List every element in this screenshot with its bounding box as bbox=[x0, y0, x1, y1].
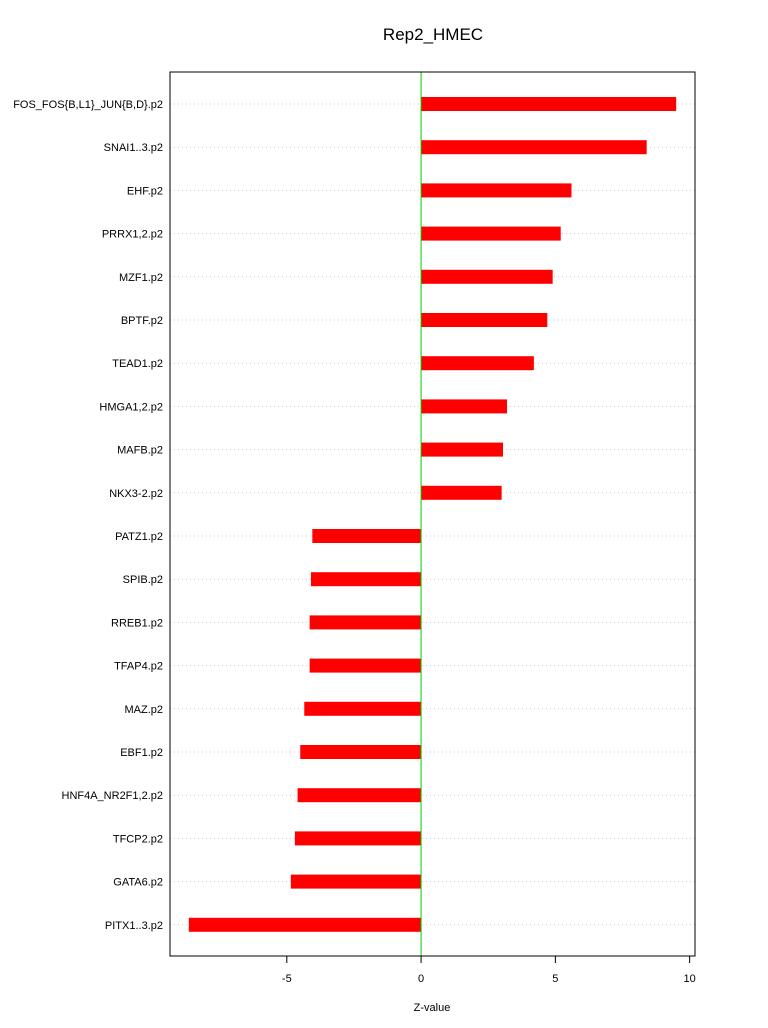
category-label: SPIB.p2 bbox=[123, 574, 163, 586]
bar bbox=[188, 917, 422, 932]
category-label: TFAP4.p2 bbox=[114, 661, 163, 673]
plot-frame bbox=[169, 71, 696, 957]
category-label: SNAI1..3.p2 bbox=[104, 142, 163, 154]
x-tick-label: -5 bbox=[282, 973, 292, 985]
category-label: PATZ1.p2 bbox=[115, 531, 163, 543]
category-label: MZF1.p2 bbox=[119, 272, 163, 284]
category-label: MAFB.p2 bbox=[117, 445, 163, 457]
bar bbox=[421, 313, 548, 327]
bar bbox=[297, 788, 422, 803]
x-axis-label: Z-value bbox=[414, 1002, 451, 1014]
x-tick-label: 5 bbox=[552, 973, 558, 985]
bars bbox=[188, 97, 677, 932]
bar bbox=[300, 745, 422, 759]
bar bbox=[421, 485, 502, 500]
category-label: TEAD1.p2 bbox=[112, 358, 163, 370]
category-label: EHF.p2 bbox=[127, 185, 163, 197]
category-label: TFCP2.p2 bbox=[113, 833, 163, 845]
bar bbox=[312, 529, 422, 543]
category-label: GATA6.p2 bbox=[113, 877, 163, 889]
category-label: PITX1..3.p2 bbox=[105, 920, 163, 932]
category-label: HNF4A_NR2F1,2.p2 bbox=[62, 790, 164, 802]
category-label: NKX3-2.p2 bbox=[109, 488, 163, 500]
bar bbox=[421, 140, 647, 155]
bar bbox=[421, 183, 572, 198]
bar bbox=[421, 442, 503, 457]
bar bbox=[421, 356, 534, 371]
category-label: BPTF.p2 bbox=[121, 315, 163, 327]
bar bbox=[294, 831, 422, 846]
bar bbox=[421, 226, 561, 241]
category-label: FOS_FOS{B,L1}_JUN{B,D}.p2 bbox=[13, 99, 163, 111]
bar bbox=[421, 399, 508, 414]
bar bbox=[309, 615, 422, 630]
bar bbox=[310, 572, 422, 587]
chart-title: Rep2_HMEC bbox=[383, 25, 483, 44]
x-tick-label: 10 bbox=[684, 973, 696, 985]
category-label: EBF1.p2 bbox=[120, 747, 163, 759]
category-label: PRRX1,2.p2 bbox=[102, 229, 163, 241]
bar bbox=[421, 97, 677, 111]
category-label: HMGA1,2.p2 bbox=[99, 401, 163, 413]
category-label: MAZ.p2 bbox=[124, 704, 163, 716]
x-axis: -5 0 5 10 bbox=[282, 956, 696, 985]
category-label: RREB1.p2 bbox=[111, 617, 163, 629]
category-labels: FOS_FOS{B,L1}_JUN{B,D}.p2 SNAI1..3.p2 EHF.… bbox=[13, 99, 163, 932]
bar bbox=[290, 874, 422, 889]
bar bbox=[304, 701, 422, 716]
bar bbox=[309, 658, 422, 673]
x-tick-label: 0 bbox=[418, 973, 424, 985]
bar bbox=[421, 269, 553, 284]
